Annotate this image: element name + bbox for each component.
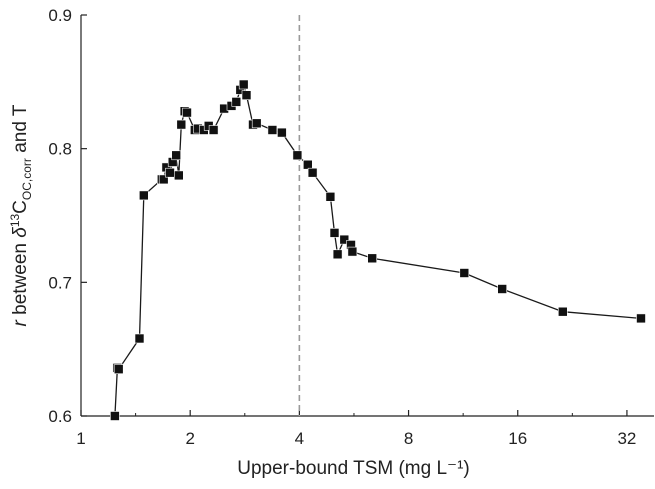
data-point <box>302 159 313 170</box>
data-point <box>277 127 287 138</box>
data-point <box>238 79 249 90</box>
x-tick-label: 2 <box>185 429 194 448</box>
data-point <box>332 249 343 260</box>
data-point <box>307 167 318 178</box>
data-point <box>158 174 169 185</box>
data-point <box>165 167 175 178</box>
data-point <box>325 192 336 202</box>
data-point <box>176 119 187 130</box>
data-point <box>347 246 358 257</box>
data-point <box>329 228 340 238</box>
x-tick-label: 32 <box>617 429 636 448</box>
x-tick-label: 1 <box>76 429 85 448</box>
data-point <box>497 284 508 294</box>
data-point <box>636 313 646 324</box>
y-tick-label: 0.8 <box>48 140 72 159</box>
x-tick-label: 16 <box>508 429 527 448</box>
y-tick-label: 0.7 <box>48 273 72 292</box>
data-point <box>182 107 192 118</box>
y-tick-label: 0.9 <box>48 6 72 25</box>
y-axis-title: r between δ13COC,corr and T <box>8 104 34 326</box>
data-point <box>241 90 252 100</box>
data-point <box>174 170 184 181</box>
data-point <box>171 150 181 161</box>
data-point <box>292 150 303 161</box>
data-point <box>139 190 149 201</box>
data-point <box>267 125 278 135</box>
data-point <box>134 333 145 344</box>
data-point <box>113 364 124 375</box>
data-point <box>339 234 350 245</box>
y-tick-label: 0.6 <box>48 407 72 426</box>
x-tick-label: 8 <box>404 429 413 448</box>
x-axis-title: Upper-bound TSM (mg L⁻¹) <box>237 458 469 479</box>
data-point <box>208 125 219 135</box>
data-point <box>367 253 378 264</box>
data-point <box>459 268 470 278</box>
data-point <box>231 97 242 107</box>
x-tick-label: 4 <box>295 429 304 448</box>
data-point <box>557 306 568 317</box>
data-point <box>110 411 120 421</box>
data-point <box>251 118 262 129</box>
